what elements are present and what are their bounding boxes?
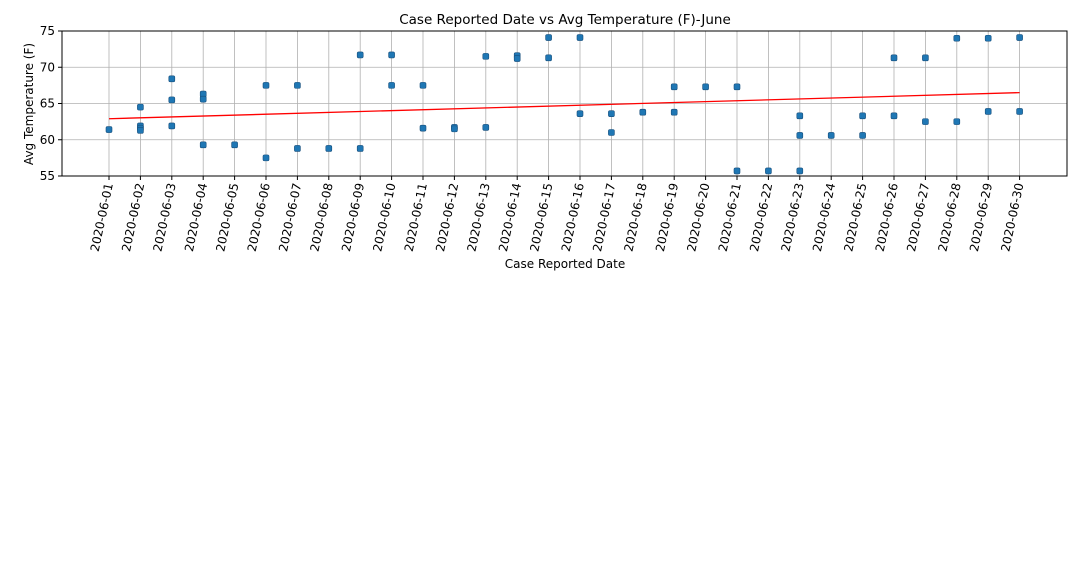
x-tick-label: 2020-06-21 [716,182,744,253]
x-tick-label: 2020-06-13 [465,182,493,253]
data-point [765,167,772,175]
x-axis-label: Case Reported Date [505,257,625,271]
data-point [890,54,898,62]
data-point [984,34,992,42]
data-point [890,112,898,120]
x-tick-label: 2020-06-06 [245,182,273,253]
data-point [576,34,584,41]
x-tick-label: 2020-06-14 [496,182,524,253]
data-point [294,82,301,89]
data-point [796,132,804,139]
chart-title: Case Reported Date vs Avg Temperature (F… [399,12,731,28]
x-tick-label: 2020-06-16 [559,182,587,253]
data-point [984,108,992,115]
x-tick-label: 2020-06-15 [527,182,555,253]
data-point [827,132,835,139]
data-point [953,34,961,42]
data-point [1016,34,1023,41]
y-tick-label: 55 [40,169,55,183]
data-point [922,54,929,62]
x-tick-label: 2020-06-26 [873,182,901,253]
x-tick-label: 2020-06-12 [433,182,461,253]
x-tick-label: 2020-06-29 [967,182,995,253]
x-tick-label: 2020-06-18 [622,182,650,253]
data-point [262,154,270,162]
data-point [670,83,678,91]
data-point [262,82,270,89]
data-point [168,122,176,130]
data-point [859,132,866,139]
x-tick-label: 2020-06-23 [779,182,807,253]
y-tick-label: 75 [40,24,55,38]
data-point [670,108,678,116]
data-point [922,118,929,125]
x-tick-label: 2020-06-19 [653,182,681,253]
x-tick-label: 2020-06-25 [841,182,869,253]
data-point [388,51,395,59]
data-point [325,145,333,152]
y-tick-label: 70 [40,60,55,74]
x-tick-label: 2020-06-27 [904,182,932,253]
data-point [545,34,552,41]
trendline-layer [108,91,1020,120]
data-point [576,110,584,117]
x-tick-label: 2020-06-02 [119,182,147,253]
data-point [796,167,804,175]
data-point [639,108,647,116]
data-point [482,124,490,131]
data-point [137,127,144,134]
x-tick-label: 2020-06-30 [998,182,1026,253]
y-tick-label: 60 [40,133,55,147]
data-point [482,53,490,60]
y-tick-label: 65 [40,97,55,111]
x-tick-label: 2020-06-22 [747,182,775,253]
data-point [419,124,427,132]
data-point [953,118,961,125]
grid-layer [62,30,1067,177]
x-tick-label: 2020-06-01 [88,182,116,253]
data-point [388,82,395,89]
data-point [796,112,804,120]
data-point [356,145,364,152]
data-point [733,83,741,91]
data-point [419,82,427,89]
x-tick-label: 2020-06-07 [276,182,304,253]
x-tick-label: 2020-06-20 [684,182,712,253]
data-point [199,141,207,149]
points-layer [105,34,1023,175]
data-point [168,96,176,104]
data-point [733,167,741,175]
x-tick-label: 2020-06-17 [590,182,618,253]
x-tick-label: 2020-06-09 [339,182,367,253]
y-axis-label: Avg Temperature (F) [22,43,36,165]
data-point [1016,108,1023,115]
data-point [608,129,615,136]
x-tick-label: 2020-06-03 [151,182,179,253]
data-point [859,112,866,120]
data-point [545,54,552,62]
data-point [513,55,521,62]
y-axis-ticks: 55 60 65 70 75 [40,24,62,183]
data-point [356,51,364,59]
data-point [199,95,207,103]
data-point [105,126,113,133]
data-point [294,145,301,152]
data-point [231,141,238,149]
x-tick-label: 2020-06-05 [213,182,241,253]
trendline [108,91,1020,120]
x-tick-label: 2020-06-04 [182,182,210,253]
data-point [451,125,458,133]
x-tick-label: 2020-06-28 [936,182,964,253]
data-point [608,110,615,117]
data-point [168,75,176,83]
x-tick-label: 2020-06-11 [402,182,430,253]
x-axis-ticks: 2020-06-01 2020-06-02 2020-06-03 2020-06-04… [88,176,1027,253]
x-tick-label: 2020-06-10 [370,182,398,253]
x-tick-label: 2020-06-24 [810,182,838,253]
data-point [137,103,144,111]
data-point [702,83,709,91]
x-tick-label: 2020-06-08 [308,182,336,253]
